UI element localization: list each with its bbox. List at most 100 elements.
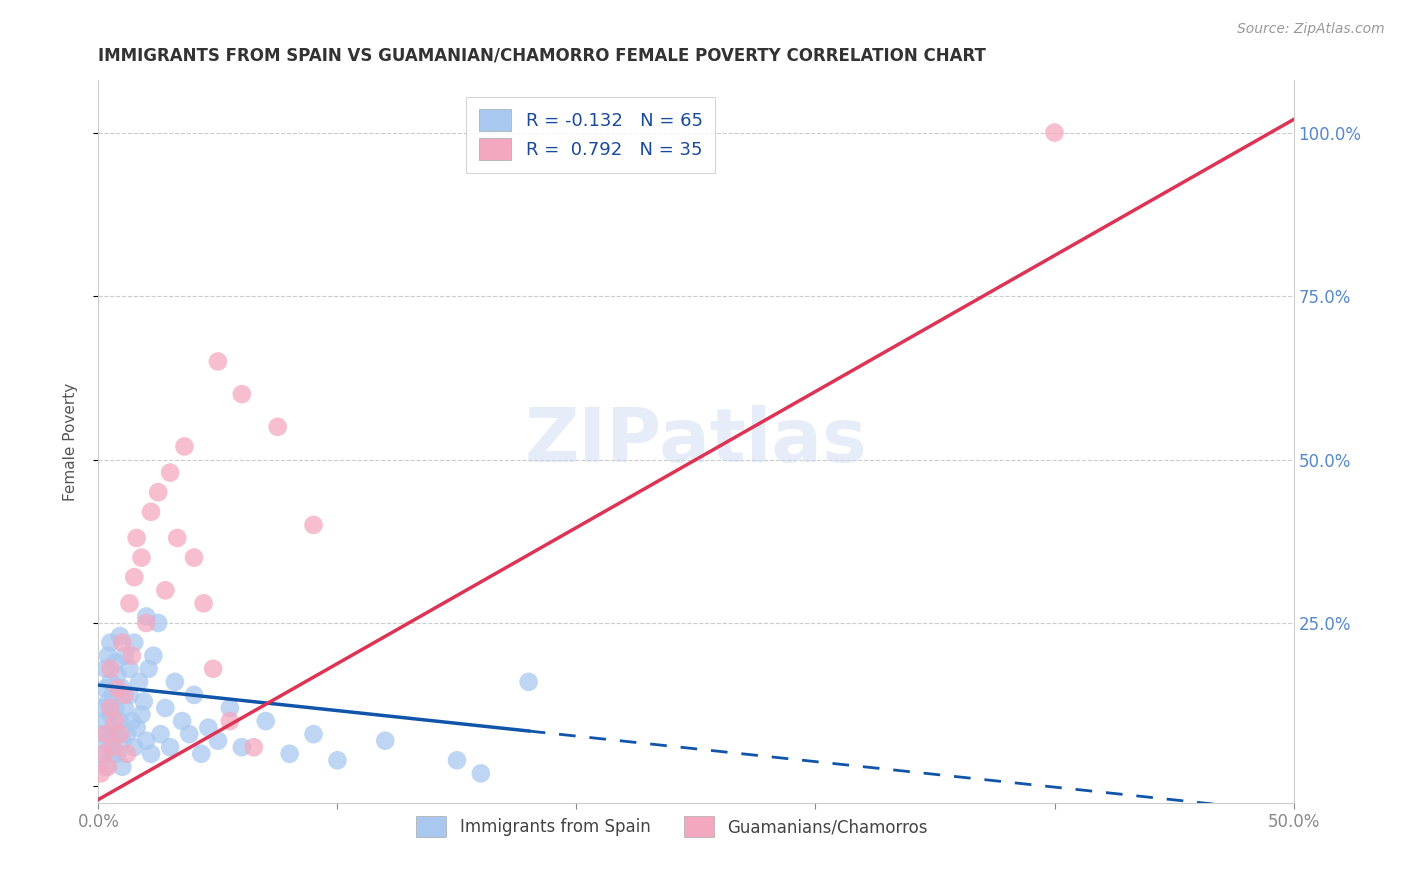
- Point: [90, 766, 112, 780]
- Point: [98, 635, 122, 649]
- Point: [118, 688, 141, 702]
- Point: [108, 727, 131, 741]
- Point: [104, 701, 127, 715]
- Point: [114, 701, 136, 715]
- Point: [107, 681, 129, 696]
- Point: [231, 740, 253, 755]
- Point: [101, 740, 124, 755]
- Point: [374, 733, 396, 747]
- Point: [302, 517, 325, 532]
- Point: [183, 550, 205, 565]
- Point: [125, 531, 148, 545]
- Point: [179, 727, 201, 741]
- Point: [183, 688, 205, 702]
- Point: [173, 439, 195, 453]
- Point: [135, 733, 157, 747]
- Point: [155, 583, 177, 598]
- Point: [91, 747, 114, 761]
- Point: [98, 740, 122, 755]
- Point: [101, 747, 124, 761]
- Point: [149, 727, 172, 741]
- Point: [115, 727, 138, 741]
- Point: [101, 688, 124, 702]
- Point: [121, 648, 143, 663]
- Point: [94, 662, 117, 676]
- Point: [111, 733, 134, 747]
- Text: IMMIGRANTS FROM SPAIN VS GUAMANIAN/CHAMORRO FEMALE POVERTY CORRELATION CHART: IMMIGRANTS FROM SPAIN VS GUAMANIAN/CHAMO…: [98, 47, 986, 65]
- Point: [97, 760, 120, 774]
- Point: [114, 688, 136, 702]
- Point: [94, 760, 117, 774]
- Point: [139, 747, 162, 761]
- Point: [125, 721, 148, 735]
- Point: [91, 701, 114, 715]
- Point: [104, 714, 127, 728]
- Point: [104, 655, 127, 669]
- Point: [278, 747, 301, 761]
- Point: [91, 727, 114, 741]
- Point: [118, 596, 141, 610]
- Point: [114, 648, 136, 663]
- Point: [124, 635, 146, 649]
- Point: [163, 674, 186, 689]
- Point: [159, 740, 181, 755]
- Point: [121, 714, 143, 728]
- Point: [90, 747, 112, 761]
- Point: [94, 714, 117, 728]
- Point: [148, 615, 170, 630]
- Point: [111, 681, 134, 696]
- Point: [97, 694, 120, 708]
- Point: [159, 466, 181, 480]
- Point: [1043, 126, 1066, 140]
- Point: [148, 485, 170, 500]
- Point: [132, 694, 155, 708]
- Point: [108, 629, 131, 643]
- Point: [98, 674, 122, 689]
- Point: [111, 760, 134, 774]
- Point: [108, 714, 131, 728]
- Point: [207, 354, 229, 368]
- Point: [97, 733, 120, 747]
- Point: [128, 674, 150, 689]
- Point: [107, 747, 129, 761]
- Point: [111, 635, 134, 649]
- Point: [115, 747, 138, 761]
- Point: [107, 668, 129, 682]
- Point: [94, 681, 117, 696]
- Y-axis label: Female Poverty: Female Poverty: [63, 383, 77, 500]
- Point: [101, 721, 124, 735]
- Point: [124, 570, 146, 584]
- Point: [135, 615, 157, 630]
- Text: ZIPatlas: ZIPatlas: [524, 405, 868, 478]
- Point: [219, 701, 242, 715]
- Point: [135, 609, 157, 624]
- Point: [131, 550, 153, 565]
- Point: [302, 727, 325, 741]
- Point: [104, 727, 127, 741]
- Point: [172, 714, 194, 728]
- Point: [98, 662, 122, 676]
- Point: [446, 753, 468, 767]
- Point: [98, 701, 122, 715]
- Point: [193, 596, 215, 610]
- Point: [326, 753, 349, 767]
- Point: [166, 531, 188, 545]
- Point: [138, 662, 160, 676]
- Point: [142, 648, 165, 663]
- Point: [517, 674, 540, 689]
- Point: [219, 714, 242, 728]
- Point: [231, 387, 253, 401]
- Point: [254, 714, 277, 728]
- Point: [155, 701, 177, 715]
- Point: [131, 707, 153, 722]
- Point: [190, 747, 212, 761]
- Point: [267, 420, 290, 434]
- Point: [197, 721, 219, 735]
- Point: [202, 662, 225, 676]
- Legend: Immigrants from Spain, Guamanians/Chamorros: Immigrants from Spain, Guamanians/Chamor…: [408, 808, 936, 845]
- Point: [94, 727, 117, 741]
- Point: [98, 707, 122, 722]
- Point: [470, 766, 492, 780]
- Point: [139, 505, 162, 519]
- Point: [97, 648, 120, 663]
